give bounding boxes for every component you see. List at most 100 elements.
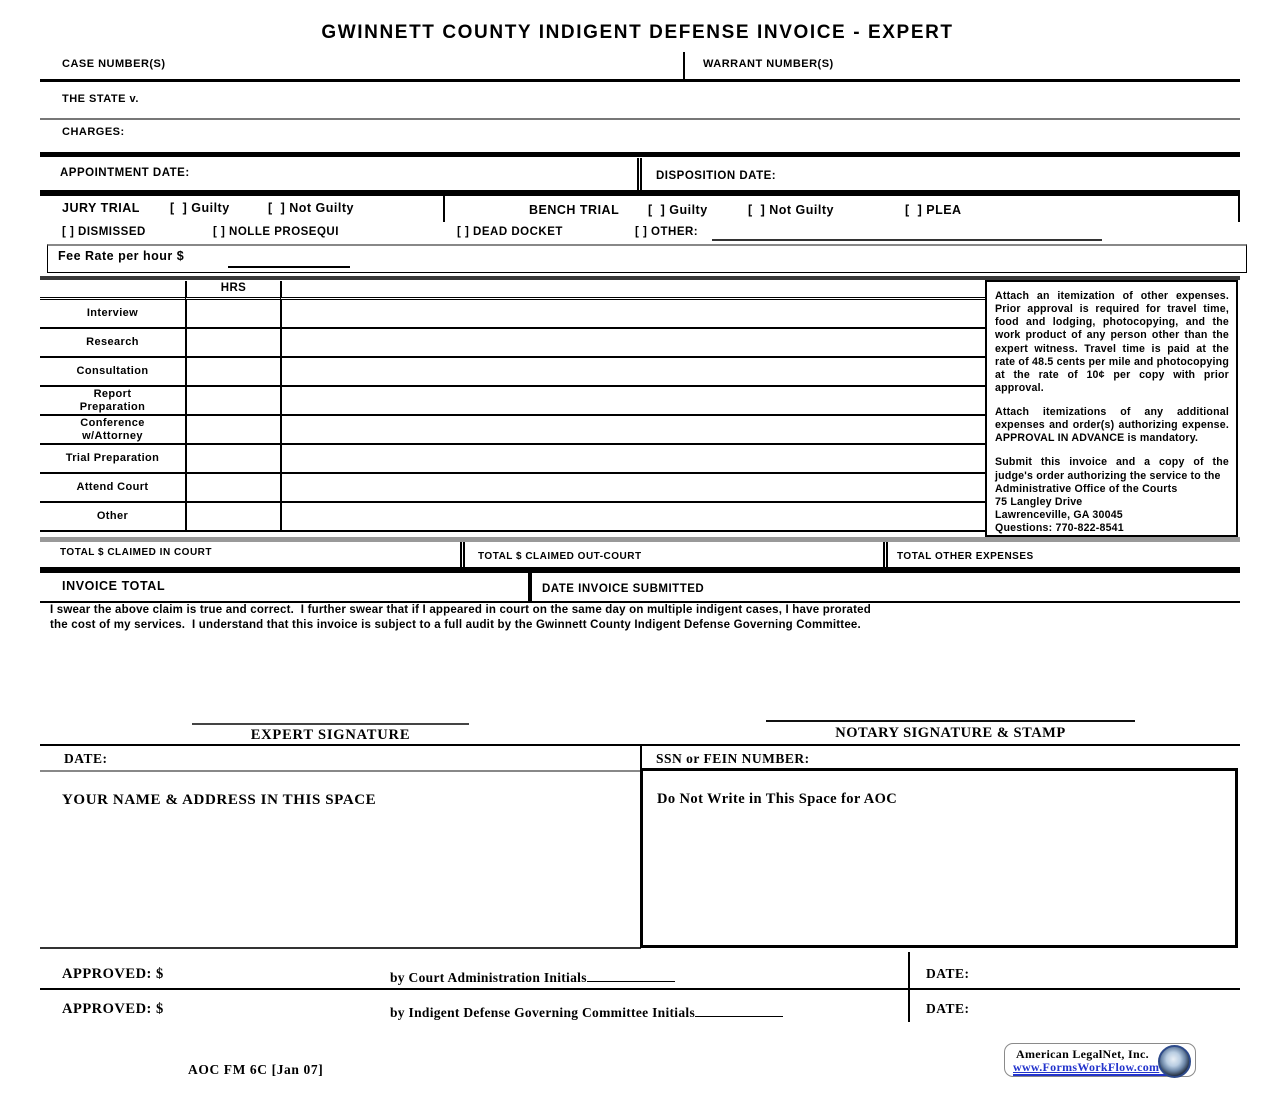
approved-amount-field-2[interactable] — [185, 996, 380, 1020]
dead-docket-checkbox[interactable]: [ ] DEAD DOCKET — [457, 226, 563, 238]
other-fill-line[interactable] — [712, 239, 1102, 241]
date-submitted-label: DATE INVOICE SUBMITTED — [542, 583, 705, 595]
approval-date-label-2: DATE: — [926, 1001, 970, 1016]
hrs-cell-attend-court[interactable] — [185, 474, 280, 503]
table-corner-cell — [40, 281, 185, 300]
state-v-label: THE STATE v. — [62, 93, 139, 105]
expert-date-field[interactable] — [125, 746, 635, 769]
row-label-other: Other — [40, 503, 185, 532]
notary-signature-line[interactable] — [766, 720, 1135, 722]
hrs-cell-other[interactable] — [185, 503, 280, 532]
oath-line-1: I swear the above claim is true and corr… — [50, 604, 871, 616]
approved-amount-field-1[interactable] — [185, 960, 380, 984]
dismissed-checkbox[interactable]: [ ] DISMISSED — [62, 226, 146, 238]
hrs-cell-interview[interactable] — [185, 300, 280, 329]
expert-signature-line[interactable] — [192, 723, 469, 725]
case-number-field[interactable] — [200, 52, 670, 77]
total-out-court-label: TOTAL $ CLAIMED OUT-COURT — [478, 551, 642, 562]
jury-trial-label: JURY TRIAL — [62, 201, 140, 215]
aoc-do-not-write-box: Do Not Write in This Space for AOC — [640, 768, 1238, 948]
desc-cell-conference-attorney[interactable] — [280, 416, 987, 445]
oath-line-2: the cost of my services. I understand th… — [50, 619, 861, 631]
row-label-consultation: Consultation — [40, 358, 185, 387]
approval-date-field-2[interactable] — [990, 996, 1235, 1020]
nolle-prosequi-checkbox[interactable]: [ ] NOLLE PROSEQUI — [213, 226, 339, 238]
jury-not-guilty-checkbox[interactable]: [ ] Not Guilty — [268, 201, 354, 215]
court-admin-initials-line[interactable] — [586, 969, 675, 982]
hrs-column-header: HRS — [185, 281, 280, 300]
by-committee-text: by Indigent Defense Governing Committee … — [390, 1005, 696, 1020]
hrs-cell-trial-preparation[interactable] — [185, 445, 280, 474]
warrant-number-field[interactable] — [880, 52, 1230, 77]
hours-table: HRS Interview Research Consultation Repo… — [40, 281, 987, 532]
jury-bench-divider — [443, 196, 445, 222]
other-checkbox[interactable]: [ ] OTHER: — [635, 226, 699, 238]
invoice-date-divider — [528, 573, 532, 601]
trial-row-right-edge — [1238, 196, 1240, 222]
section-bar-3 — [40, 567, 1240, 573]
hrs-cell-consultation[interactable] — [185, 358, 280, 387]
aoc-do-not-write-label: Do Not Write in This Space for AOC — [657, 791, 898, 807]
charges-field[interactable] — [170, 120, 1230, 150]
by-court-admin-label: by Court Administration Initials — [390, 969, 675, 986]
instructions-paragraph-2: Attach itemizations of any additional ex… — [995, 406, 1229, 445]
desc-cell-report-preparation[interactable] — [280, 387, 987, 416]
section-rule-4 — [40, 601, 1240, 603]
hrs-cell-conference-attorney[interactable] — [185, 416, 280, 445]
total-in-court-field[interactable] — [260, 542, 460, 566]
legalnet-globe-icon — [1158, 1045, 1191, 1078]
case-number-label: CASE NUMBER(S) — [62, 58, 166, 70]
approved-amount-label-1: APPROVED: $ — [62, 966, 164, 982]
appointment-date-field[interactable] — [265, 160, 630, 188]
ssn-fein-label: SSN or FEIN NUMBER: — [656, 751, 810, 766]
desc-cell-consultation[interactable] — [280, 358, 987, 387]
section-bar-2 — [40, 190, 1240, 196]
hrs-cell-research[interactable] — [185, 329, 280, 358]
fee-rate-fill-line[interactable] — [228, 266, 350, 268]
totals-divider-1 — [460, 542, 465, 567]
total-other-expenses-field[interactable] — [1080, 542, 1235, 566]
bench-not-guilty-checkbox[interactable]: [ ] Not Guilty — [748, 203, 834, 217]
date-ssn-divider — [640, 744, 642, 770]
case-warrant-divider — [683, 52, 685, 79]
fee-rate-label: Fee Rate per hour $ — [58, 249, 185, 263]
desc-cell-research[interactable] — [280, 329, 987, 358]
row-label-attend-court: Attend Court — [40, 474, 185, 503]
hrs-cell-report-preparation[interactable] — [185, 387, 280, 416]
expert-signature-label: EXPERT SIGNATURE — [250, 727, 411, 743]
date-submitted-field[interactable] — [760, 574, 1230, 599]
link-underline — [1013, 1074, 1173, 1076]
name-address-area[interactable] — [45, 812, 635, 944]
fee-rate-box — [47, 244, 1247, 273]
expenses-instructions-panel: Attach an itemization of other expenses.… — [985, 280, 1238, 537]
header-rule-1 — [40, 79, 1240, 82]
desc-cell-attend-court[interactable] — [280, 474, 987, 503]
appointment-date-label: APPOINTMENT DATE: — [60, 167, 190, 179]
aoc-questions-phone: Questions: 770-822-8541 — [995, 522, 1124, 534]
bench-trial-label: BENCH TRIAL — [529, 203, 620, 217]
formsworkflow-link[interactable]: www.FormsWorkFlow.com — [1013, 1060, 1160, 1074]
row-label-research: Research — [40, 329, 185, 358]
desc-cell-trial-preparation[interactable] — [280, 445, 987, 474]
committee-initials-line[interactable] — [695, 1004, 784, 1017]
charges-label: CHARGES: — [62, 126, 125, 138]
desc-cell-interview[interactable] — [280, 300, 987, 329]
aoc-office-name: Administrative Office of the Courts — [995, 482, 1178, 495]
appointment-disposition-divider — [637, 158, 642, 190]
jury-guilty-checkbox[interactable]: [ ] Guilty — [170, 201, 230, 215]
name-area-bottom-rule — [40, 947, 641, 949]
invoice-total-field[interactable] — [200, 574, 520, 599]
desc-cell-other[interactable] — [280, 503, 987, 532]
ssn-fein-field[interactable] — [850, 746, 1235, 769]
invoice-total-label: INVOICE TOTAL — [62, 579, 166, 593]
legalnet-logo-box: American LegalNet, Inc. www.FormsWorkFlo… — [1004, 1043, 1196, 1078]
defendant-name-field[interactable] — [180, 85, 1230, 115]
page-title: GWINNETT COUNTY INDIGENT DEFENSE INVOICE… — [321, 22, 954, 43]
plea-checkbox[interactable]: [ ] PLEA — [905, 203, 962, 217]
bench-guilty-checkbox[interactable]: [ ] Guilty — [648, 203, 708, 217]
approval-date-field-1[interactable] — [990, 960, 1235, 984]
total-out-court-field[interactable] — [680, 542, 880, 566]
disposition-date-field[interactable] — [840, 160, 1230, 188]
instructions-paragraph-3: Submit this invoice and a copy of the ju… — [995, 456, 1229, 482]
aoc-street: 75 Langley Drive — [995, 495, 1083, 508]
